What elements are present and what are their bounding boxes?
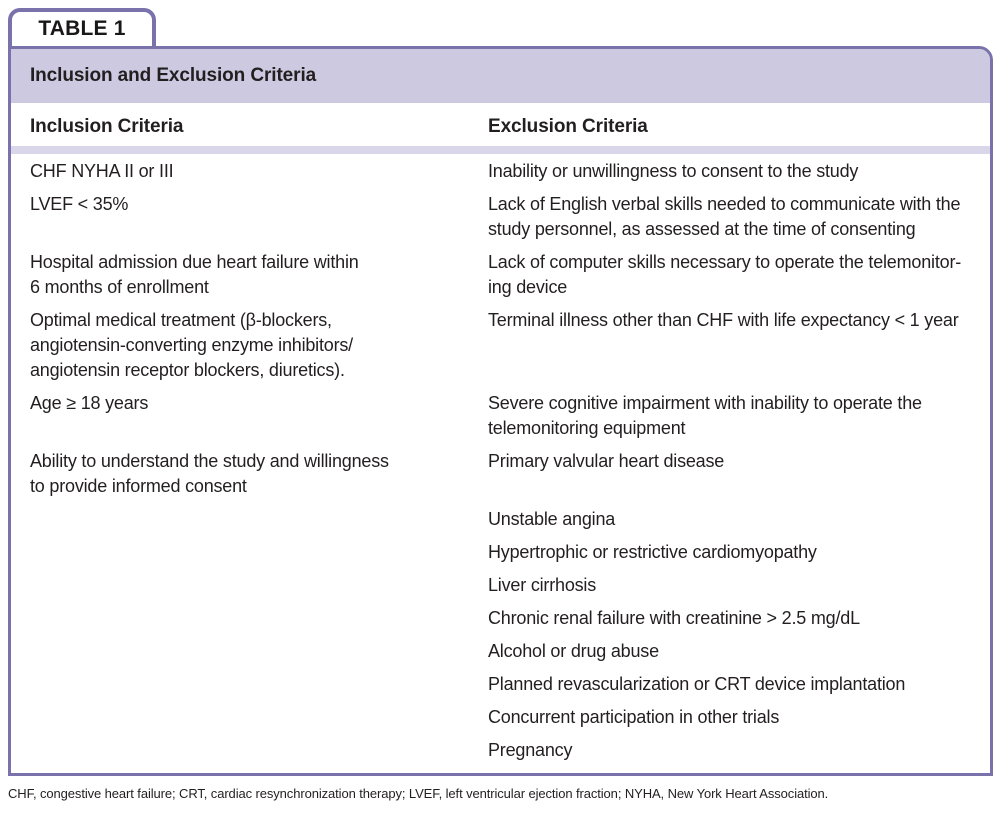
inclusion-cell xyxy=(11,701,469,734)
exclusion-cell: Terminal illness other than CHF with lif… xyxy=(488,310,959,330)
inclusion-cell xyxy=(11,668,469,701)
criteria-table: Inclusion Criteria Exclusion Criteria CH… xyxy=(11,103,990,767)
table-row: Unstable angina xyxy=(11,503,990,536)
table-row: Alcohol or drug abuse xyxy=(11,635,990,668)
exclusion-cell: Chronic renal failure with creatinine > … xyxy=(488,608,860,628)
table-row: Hospital admission due heart failure wit… xyxy=(11,246,990,304)
inclusion-cell: Hospital admission due heart failure wit… xyxy=(30,252,359,297)
inclusion-cell: CHF NYHA II or III xyxy=(30,161,174,181)
exclusion-cell: Primary valvular heart disease xyxy=(488,451,725,471)
inclusion-cell: LVEF < 35% xyxy=(30,194,129,214)
table-number-tab: TABLE 1 xyxy=(8,8,156,46)
exclusion-cell: Lack of computer skills necessary to ope… xyxy=(488,252,962,297)
exclusion-cell: Liver cirrhosis xyxy=(488,575,597,595)
inclusion-cell xyxy=(11,602,469,635)
exclusion-cell: Pregnancy xyxy=(488,740,573,760)
table-number-label: TABLE 1 xyxy=(38,17,126,40)
table-title-band: Inclusion and Exclusion Criteria xyxy=(11,49,990,103)
table-row: Ability to understand the study and will… xyxy=(11,445,990,503)
exclusion-cell: Concurrent participation in other trials xyxy=(488,707,780,727)
inclusion-cell: Ability to understand the study and will… xyxy=(30,451,389,496)
table-row: Chronic renal failure with creatinine > … xyxy=(11,602,990,635)
exclusion-cell: Severe cognitive impairment with inabili… xyxy=(488,393,922,438)
table-row: Age ≥ 18 years Severe cognitive impairme… xyxy=(11,387,990,445)
table-row: LVEF < 35% Lack of English verbal skills… xyxy=(11,188,990,246)
table-row: Optimal medical treatment (β-blockers, a… xyxy=(11,304,990,387)
inclusion-cell xyxy=(11,569,469,602)
header-row: Inclusion Criteria Exclusion Criteria xyxy=(11,103,990,154)
table-row: CHF NYHA II or III Inability or unwillin… xyxy=(11,150,990,188)
exclusion-cell: Hypertrophic or restrictive cardiomyopat… xyxy=(488,542,817,562)
table-row: Pregnancy xyxy=(11,734,990,767)
inclusion-cell xyxy=(11,635,469,668)
exclusion-cell: Lack of English verbal skills needed to … xyxy=(488,194,961,239)
footnote: CHF, congestive heart failure; CRT, card… xyxy=(8,786,829,801)
table-row: Liver cirrhosis xyxy=(11,569,990,602)
inclusion-cell xyxy=(11,536,469,569)
table-row: Hypertrophic or restrictive cardiomyopat… xyxy=(11,536,990,569)
inclusion-cell: Optimal medical treatment (β-blockers, a… xyxy=(30,310,353,380)
exclusion-cell: Alcohol or drug abuse xyxy=(488,641,659,661)
exclusion-cell: Unstable angina xyxy=(488,509,616,529)
inclusion-cell xyxy=(11,503,469,536)
column-header-inclusion: Inclusion Criteria xyxy=(11,103,469,154)
table-container: Inclusion and Exclusion Criteria Inclusi… xyxy=(8,46,993,776)
inclusion-cell: Age ≥ 18 years xyxy=(30,393,149,413)
column-header-exclusion: Exclusion Criteria xyxy=(469,103,990,154)
table-row: Planned revascularization or CRT device … xyxy=(11,668,990,701)
table-row: Concurrent participation in other trials xyxy=(11,701,990,734)
inclusion-cell xyxy=(11,734,469,767)
table-title: Inclusion and Exclusion Criteria xyxy=(30,65,317,86)
exclusion-cell: Planned revascularization or CRT device … xyxy=(488,674,906,694)
exclusion-cell: Inability or unwillingness to consent to… xyxy=(488,161,859,181)
